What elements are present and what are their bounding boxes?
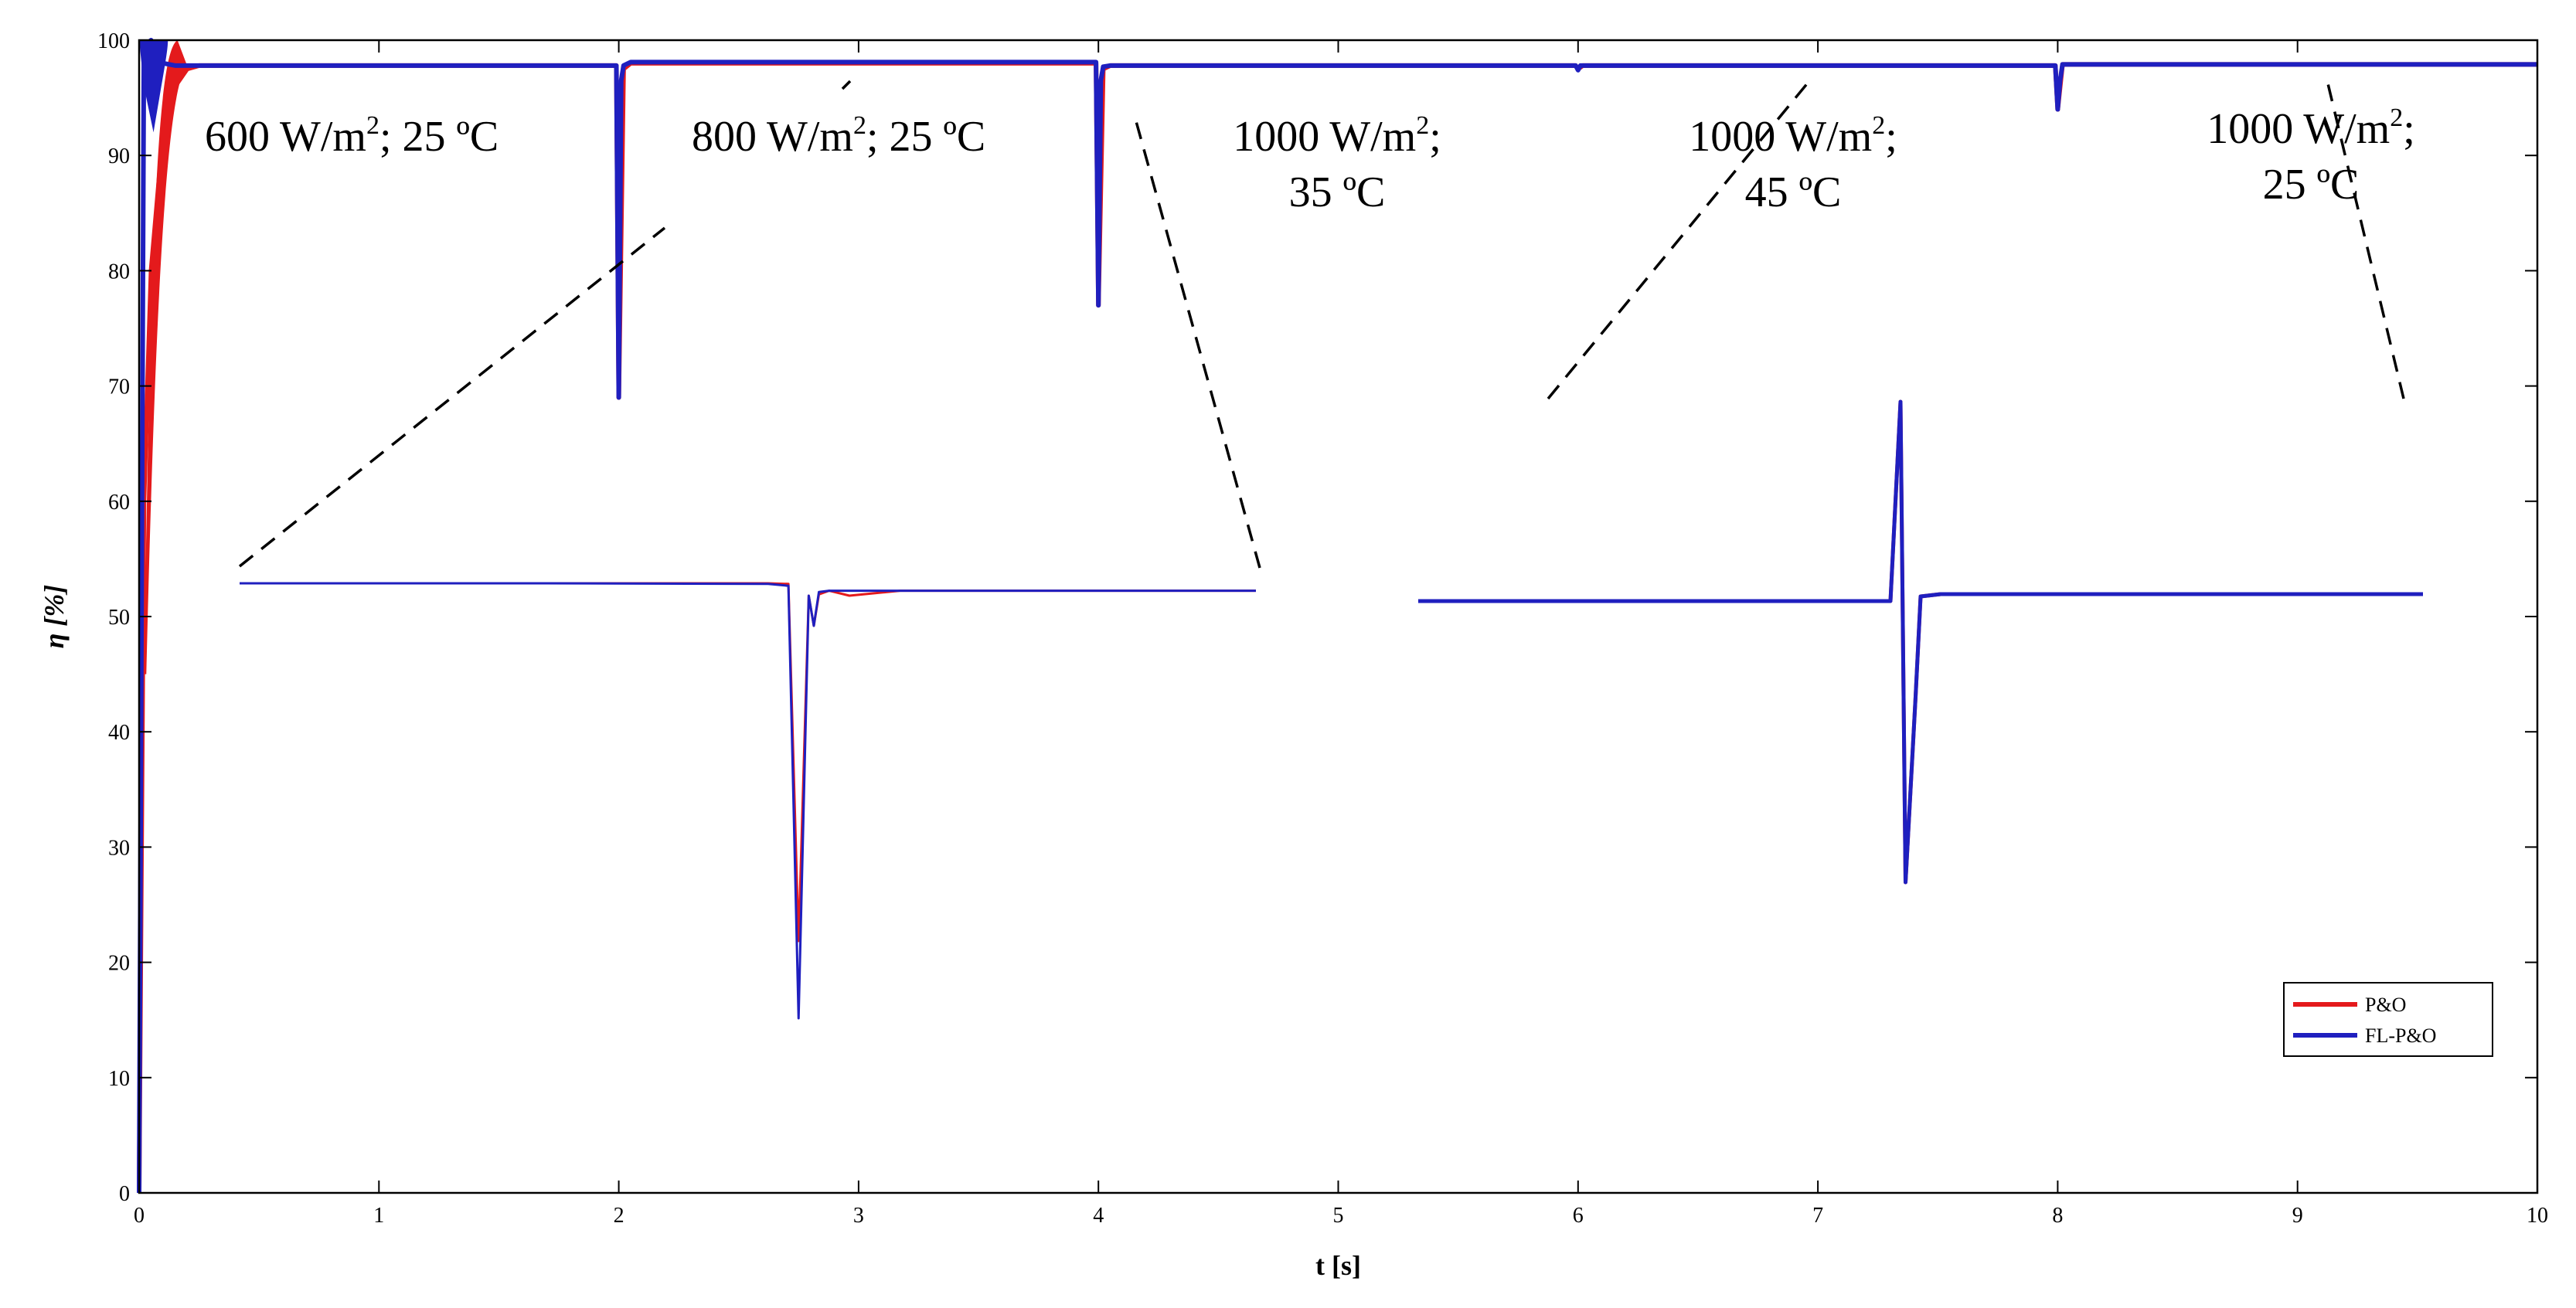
x-tick-label: 6 — [1573, 1204, 1584, 1228]
x-tick-label: 9 — [2292, 1204, 2303, 1228]
y-tick-label: 90 — [108, 144, 130, 168]
annotation-line: 800 W/m2; 25 ºC — [692, 111, 985, 161]
y-tick-label: 10 — [108, 1067, 130, 1091]
po-startup-ripple — [144, 40, 188, 674]
y-tick-label: 50 — [108, 606, 130, 630]
x-tick-label: 0 — [134, 1204, 145, 1228]
zoom-line — [238, 226, 666, 568]
annotation-line: 35 ºC — [1289, 168, 1386, 216]
annotation-line: 600 W/m2; 25 ºC — [205, 111, 499, 161]
y-tick-label: 30 — [108, 836, 130, 860]
x-axis-label: t [s] — [1315, 1250, 1361, 1281]
condition-annotations: 600 W/m2; 25 ºC 800 W/m2; 25 ºC 1000 W/m2;… — [205, 104, 2415, 216]
inset-2-fl-po-line — [1418, 399, 2423, 885]
y-tick-label: 20 — [108, 952, 130, 976]
legend[interactable]: P&O FL-P&O — [2283, 982, 2493, 1057]
zoom-line — [1133, 115, 1261, 569]
x-tick-label: 5 — [1333, 1204, 1344, 1228]
annotation-line: 1000 W/m2; — [1689, 111, 1897, 161]
x-tick-label: 7 — [1812, 1204, 1823, 1228]
legend-label-po: P&O — [2365, 994, 2406, 1016]
x-tick-label: 2 — [614, 1204, 624, 1228]
zoom-line-tick — [841, 80, 852, 90]
y-tick-label: 60 — [108, 491, 130, 515]
annotation-line: 25 ºC — [2263, 161, 2360, 209]
x-tick-label: 1 — [373, 1204, 384, 1228]
series-layer — [137, 38, 2537, 1194]
y-axis-label: η [%] — [39, 585, 70, 649]
y-tick-label: 0 — [119, 1182, 130, 1206]
zoom-lines — [238, 76, 2405, 569]
inset-layer — [240, 399, 2423, 1020]
x-tick-label: 3 — [853, 1204, 864, 1228]
y-tick-label: 40 — [108, 721, 130, 745]
annotation-line: 45 ºC — [1745, 168, 1842, 216]
annotation-line: 1000 W/m2; — [2207, 104, 2415, 153]
fl-po-startup-ripple — [139, 40, 168, 133]
annotation-line: 1000 W/m2; — [1233, 111, 1441, 161]
y-tick-label: 70 — [108, 375, 130, 399]
zoom-line — [1547, 76, 1814, 400]
inset-1-fl-po-line — [240, 582, 1256, 1020]
y-tick-label: 100 — [97, 29, 130, 53]
legend-box — [2283, 982, 2493, 1057]
legend-label-fl-po: FL-P&O — [2365, 1024, 2436, 1047]
x-tick-label: 8 — [2052, 1204, 2063, 1228]
x-tick-label: 4 — [1093, 1204, 1104, 1228]
x-tick-label: 10 — [2527, 1204, 2548, 1228]
y-tick-label: 80 — [108, 260, 130, 284]
